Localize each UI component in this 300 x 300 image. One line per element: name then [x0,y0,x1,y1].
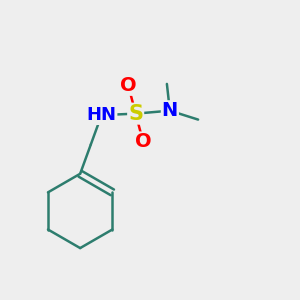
Text: S: S [128,103,143,124]
Text: HN: HN [86,106,116,124]
Text: O: O [120,76,136,95]
Text: N: N [162,101,178,120]
Text: O: O [135,132,152,152]
